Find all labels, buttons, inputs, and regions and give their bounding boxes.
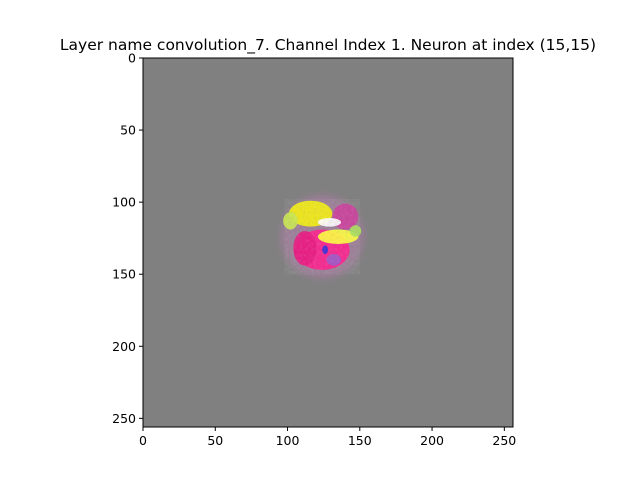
x-axis: 0 50 100 150 200 250 bbox=[139, 427, 516, 448]
y-tick-label: 50 bbox=[120, 123, 136, 138]
y-tick-label: 100 bbox=[112, 195, 136, 210]
x-tick-label: 50 bbox=[207, 433, 223, 448]
x-tick-label: 200 bbox=[420, 433, 444, 448]
y-tick-label: 0 bbox=[128, 51, 136, 66]
y-tick-label: 150 bbox=[112, 267, 136, 282]
x-tick-label: 150 bbox=[348, 433, 372, 448]
y-tick-label: 200 bbox=[112, 339, 136, 354]
y-axis: 0 50 100 150 200 250 bbox=[112, 51, 143, 426]
activation-pattern bbox=[280, 194, 365, 279]
x-tick-label: 0 bbox=[139, 433, 147, 448]
chart-title: Layer name convolution_7. Channel Index … bbox=[60, 36, 596, 55]
plot-area bbox=[142, 57, 514, 428]
y-tick-label: 250 bbox=[112, 411, 136, 426]
axes-frame bbox=[142, 57, 514, 428]
pattern-texture bbox=[284, 199, 360, 275]
x-tick-label: 250 bbox=[492, 433, 516, 448]
x-tick-label: 100 bbox=[276, 433, 300, 448]
